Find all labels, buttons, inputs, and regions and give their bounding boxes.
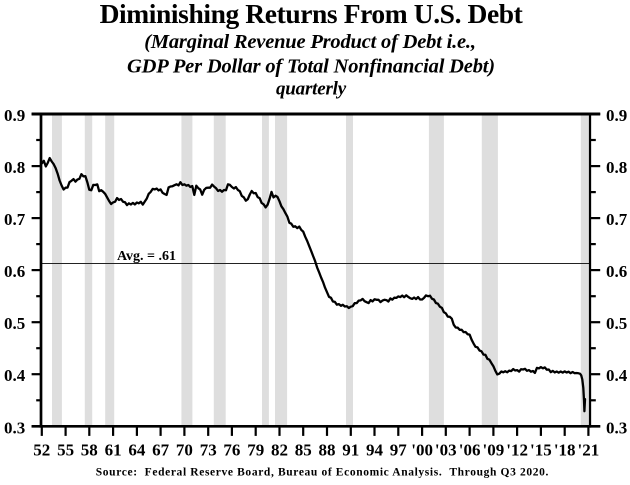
svg-text:'09: '09 <box>483 440 505 459</box>
svg-text:0.4: 0.4 <box>4 366 26 385</box>
svg-text:'06: '06 <box>459 440 481 459</box>
svg-text:0.7: 0.7 <box>606 210 628 229</box>
svg-text:0.3: 0.3 <box>606 418 627 437</box>
svg-text:64: 64 <box>128 440 146 459</box>
svg-text:88: 88 <box>319 440 336 459</box>
svg-text:0.5: 0.5 <box>606 314 627 333</box>
svg-text:76: 76 <box>223 440 240 459</box>
svg-text:97: 97 <box>390 440 408 459</box>
svg-text:'00: '00 <box>411 440 433 459</box>
svg-text:52: 52 <box>33 440 50 459</box>
svg-text:'21: '21 <box>578 440 600 459</box>
svg-text:0.4: 0.4 <box>606 366 628 385</box>
svg-text:79: 79 <box>247 440 264 459</box>
svg-text:'18: '18 <box>554 440 576 459</box>
svg-text:Diminishing Returns From U.S.: Diminishing Returns From U.S. Debt <box>100 0 524 29</box>
svg-text:0.3: 0.3 <box>4 418 25 437</box>
svg-text:61: 61 <box>105 440 122 459</box>
svg-text:GDP Per Dollar of Total Nonfin: GDP Per Dollar of Total Nonfinancial Deb… <box>127 56 495 78</box>
svg-text:0.5: 0.5 <box>4 314 25 333</box>
svg-text:85: 85 <box>295 440 312 459</box>
svg-text:'12: '12 <box>506 440 528 459</box>
svg-text:(Marginal Revenue Product of D: (Marginal Revenue Product of Debt i.e., <box>144 31 476 53</box>
svg-text:55: 55 <box>57 440 74 459</box>
svg-text:82: 82 <box>271 440 288 459</box>
svg-text:0.8: 0.8 <box>4 158 25 177</box>
svg-text:0.9: 0.9 <box>606 106 627 125</box>
svg-text:quarterly: quarterly <box>276 79 347 100</box>
svg-text:'03: '03 <box>435 440 457 459</box>
svg-text:67: 67 <box>152 440 170 459</box>
svg-text:94: 94 <box>366 440 384 459</box>
svg-text:0.6: 0.6 <box>4 262 25 281</box>
svg-text:73: 73 <box>200 440 217 459</box>
svg-text:0.8: 0.8 <box>606 158 627 177</box>
svg-text:Avg. = .61: Avg. = .61 <box>117 249 176 264</box>
svg-text:91: 91 <box>342 440 359 459</box>
svg-text:'15: '15 <box>530 440 552 459</box>
svg-text:Source: Federal Reserve Board: Source: Federal Reserve Board, Bureau of… <box>96 467 549 479</box>
svg-text:0.6: 0.6 <box>606 262 627 281</box>
svg-text:0.7: 0.7 <box>4 210 26 229</box>
svg-text:58: 58 <box>81 440 98 459</box>
svg-text:0.9: 0.9 <box>4 106 25 125</box>
svg-text:70: 70 <box>176 440 193 459</box>
